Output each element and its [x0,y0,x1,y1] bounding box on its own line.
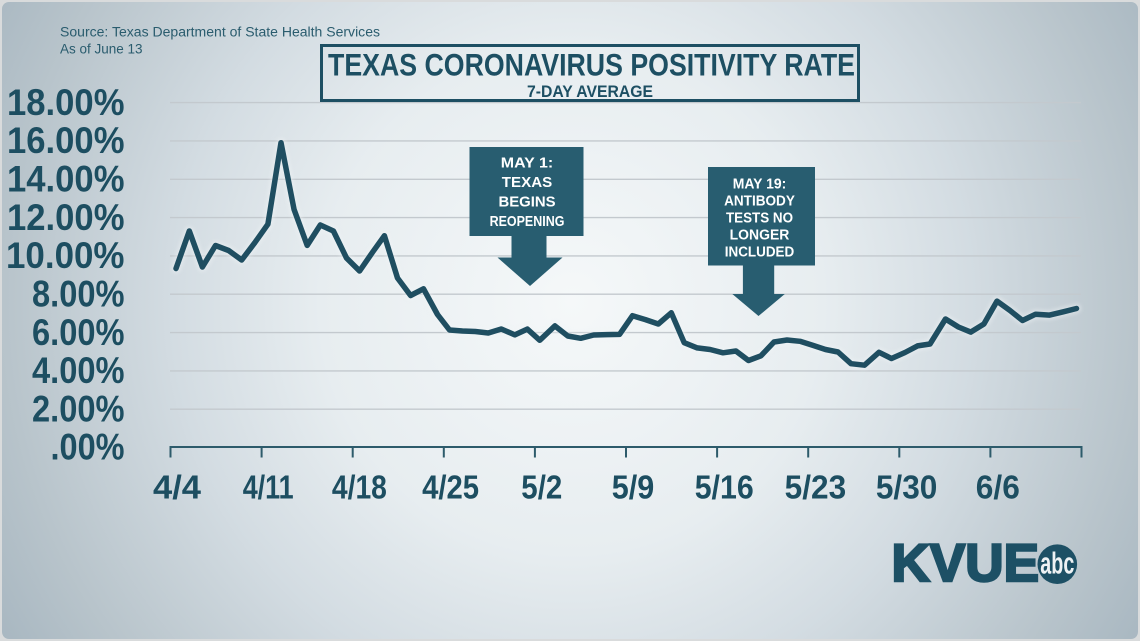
svg-text:4/4: 4/4 [153,468,202,505]
svg-text:16.00%: 16.00% [7,120,125,161]
svg-text:5/16: 5/16 [695,468,754,505]
svg-text:LONGER: LONGER [730,228,790,244]
svg-text:4/11: 4/11 [243,468,294,505]
svg-text:14.00%: 14.00% [7,159,125,200]
svg-text:REOPENING: REOPENING [490,213,565,230]
svg-text:abc: abc [1040,546,1074,581]
svg-text:TEXAS CORONAVIRUS POSITIVITY R: TEXAS CORONAVIRUS POSITIVITY RATE [328,47,855,83]
svg-text:12.00%: 12.00% [7,197,125,238]
svg-text:6.00%: 6.00% [32,312,125,353]
svg-text:6/6: 6/6 [976,468,1020,505]
svg-text:MAY 19:: MAY 19: [733,177,787,193]
svg-text:INCLUDED: INCLUDED [725,245,795,261]
svg-text:ANTIBODY: ANTIBODY [724,194,795,210]
svg-text:2.00%: 2.00% [32,388,125,429]
svg-text:8.00%: 8.00% [32,273,125,314]
svg-text:BEGINS: BEGINS [498,194,555,211]
svg-text:7-DAY AVERAGE: 7-DAY AVERAGE [527,83,653,101]
svg-text:Source: Texas Department of St: Source: Texas Department of State Health… [60,25,380,40]
svg-text:5/30: 5/30 [876,468,938,505]
svg-text:18.00%: 18.00% [7,82,125,123]
svg-text:5/23: 5/23 [785,468,847,505]
svg-text:TESTS NO: TESTS NO [726,211,793,227]
svg-text:.00%: .00% [51,427,125,468]
svg-text:4.00%: 4.00% [32,350,125,391]
svg-text:5/2: 5/2 [521,468,562,505]
svg-text:4/18: 4/18 [332,468,387,505]
svg-text:As of June 13: As of June 13 [60,42,143,57]
svg-text:MAY 1:: MAY 1: [501,155,553,172]
svg-text:TEXAS: TEXAS [502,174,552,191]
svg-text:5/9: 5/9 [612,468,655,505]
svg-text:10.00%: 10.00% [6,235,125,276]
svg-text:4/25: 4/25 [422,468,479,505]
svg-text:KVUE: KVUE [892,534,1040,593]
